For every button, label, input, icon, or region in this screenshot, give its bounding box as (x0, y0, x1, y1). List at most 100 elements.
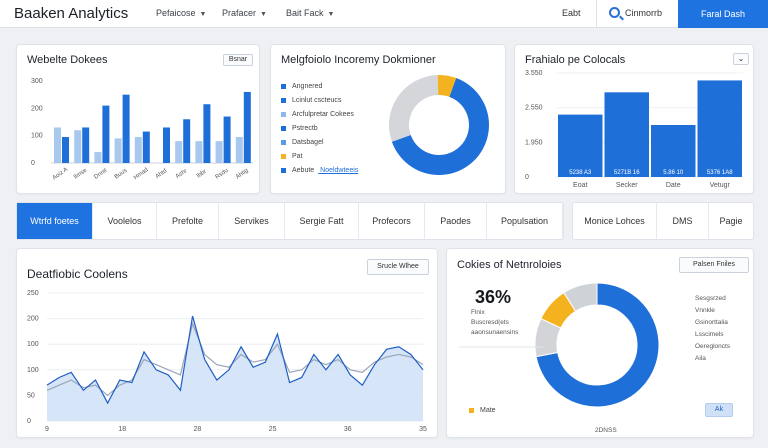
stat-line: Buscresd(ets (471, 319, 509, 326)
tab-1[interactable]: Voolelos (93, 203, 157, 239)
stat-line: aaonsunaensins (471, 329, 519, 336)
card3-dropdown[interactable]: ⌄ (733, 53, 749, 65)
export-link[interactable]: Eabt (562, 8, 581, 18)
donut-chart-2 (459, 282, 660, 408)
legend-item: Pat (281, 153, 303, 160)
x-tick-label: 18 (118, 426, 126, 433)
card1-button[interactable]: Bsnar (223, 54, 253, 66)
x-tick-label: Hmad (133, 167, 150, 181)
bar-chart-2: 3.550 2.550 1.950 0 5238 A3 Eoat 5271B 16 Secke… (525, 70, 743, 189)
y-tick-label: 100 (31, 133, 43, 140)
legend-label: Lcinlut cscteucs (292, 97, 342, 104)
bar (235, 137, 243, 163)
bar (558, 114, 603, 177)
legend-item: Mate (469, 407, 496, 414)
x-tick-label: Ibbr (196, 169, 208, 180)
tab-7[interactable]: Populsation (487, 203, 563, 239)
bar (223, 116, 231, 163)
bar-value-label: 5271B 16 (614, 170, 640, 176)
x-tick-label: Eoat (573, 182, 587, 189)
tab-3[interactable]: Servikes (219, 203, 285, 239)
bar (604, 92, 649, 177)
y-tick-label: 300 (31, 78, 43, 85)
bar (195, 141, 203, 163)
bar (163, 127, 170, 163)
secondary-tab-1[interactable]: DMS (657, 203, 709, 239)
y-tick-label: 100 (27, 367, 39, 374)
series-line (46, 321, 424, 397)
y-tick-label: 200 (31, 105, 43, 112)
tab-0[interactable]: Wtrfd foetes (17, 203, 93, 239)
legend-item: Lcinlut cscteucs (281, 97, 341, 104)
bar-value-label: 5376 1A8 (707, 170, 733, 176)
secondary-tabs: Monice Lohces DMS Pagie (572, 202, 754, 240)
bar (215, 141, 223, 163)
secondary-tab-0[interactable]: Monice Lohces (573, 203, 657, 239)
nav-item-2[interactable]: Prafacer ▼ (222, 8, 267, 18)
card-title: Frahialo pe Colocals (525, 54, 626, 66)
bar-chart-1: 300 200 100 0 Aoiz A Ilmse Dnnit Buus Hmad Ahtd As… (31, 78, 253, 182)
x-tick-label: 28 (194, 426, 202, 433)
card5-badge[interactable]: Ak (705, 403, 733, 417)
chevron-down-icon: ▼ (260, 11, 267, 18)
x-tick-label: Secker (616, 182, 638, 189)
bar (697, 80, 742, 177)
x-tick-label: Rsdu (215, 168, 230, 181)
x-tick-label: Date (666, 182, 681, 189)
tab-6[interactable]: Paodes (425, 203, 487, 239)
card-website-cookies: Webelte Dokees Bsnar 300 200 100 0 Aoiz A Ilm… (16, 44, 260, 194)
stat-percent: 36% (475, 287, 512, 307)
secondary-tab-2[interactable]: Pagie (719, 216, 743, 226)
y-tick-label: 0 (31, 160, 35, 167)
bar (62, 137, 69, 163)
top-bar: Baaken Analytics Pefaicose ▼ Prafacer ▼ Ba… (0, 0, 768, 28)
search-label: Cinmorrb (625, 8, 663, 18)
bar (243, 91, 251, 163)
y-tick-label: 3.550 (525, 70, 543, 77)
legend-swatch (281, 83, 286, 89)
x-tick-label: 9 (45, 426, 49, 433)
legend-label: Pstrectb (292, 125, 318, 132)
card-area-chart: Deatfiobic Coolens Srucle Wlhee 250 200 10… (16, 248, 438, 438)
bar (54, 127, 61, 163)
bar (102, 105, 110, 163)
bottom-label: 2DNSS (595, 427, 617, 434)
donut-slice (437, 75, 457, 97)
legend-label: Pat (292, 153, 303, 160)
donut-chart-1 (389, 75, 489, 175)
legend-label: Aebute (292, 167, 315, 174)
x-tick-label: 35 (419, 426, 427, 433)
legend-swatch (281, 139, 286, 145)
bar (175, 141, 183, 163)
bar-value-label: 5238 A3 (569, 170, 592, 176)
donut-label: Sesgsrzed (695, 295, 726, 302)
x-tick-label: Ahtig (235, 168, 250, 181)
chevron-down-icon: ▼ (327, 11, 335, 18)
nav-item-1[interactable]: Pefaicose ▼ (156, 8, 207, 18)
donut-slice (563, 282, 598, 312)
x-tick-label: Aoiz A (52, 167, 69, 182)
card-bar-chart-2: Frahialo pe Colocals ⌄ 3.550 2.550 1.950 0 5… (514, 44, 754, 194)
brand-title: Baaken Analytics (14, 5, 129, 22)
y-tick-label: 2.550 (525, 105, 543, 112)
legend-link[interactable]: Noeldwteeis (318, 167, 359, 174)
donut-label: Aila (695, 355, 706, 362)
bar (122, 94, 130, 163)
bar (203, 104, 211, 163)
card4-button[interactable]: Srucle Wlhee (367, 259, 429, 275)
stat-line: Flnix (471, 309, 485, 316)
donut-label: Gsinorttalia (695, 319, 728, 326)
bar-value-label: 5.86 10 (663, 170, 684, 176)
x-tick-label: Ashr (175, 168, 189, 180)
x-tick-label: Buus (114, 168, 129, 181)
cta-button[interactable]: Faral Dash (678, 0, 768, 28)
legend-label: Datsbagel (292, 139, 324, 146)
nav-item-3[interactable]: Bait Fack ▼ (286, 8, 335, 18)
x-tick-label: Dnnit (93, 168, 108, 181)
tab-2[interactable]: Prefolte (157, 203, 219, 239)
card5-button[interactable]: Palsen Fniles (679, 257, 749, 273)
tab-5[interactable]: Profecors (359, 203, 425, 239)
tab-4[interactable]: Sergie Fatt (285, 203, 359, 239)
search-button[interactable]: Cinmorrb (596, 0, 676, 28)
bar (651, 125, 696, 177)
